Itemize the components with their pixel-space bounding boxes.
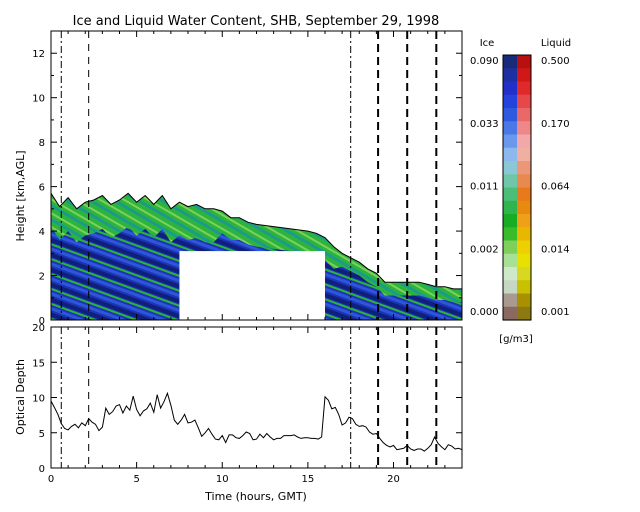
colorbar-liquid-swatch — [517, 240, 531, 255]
colorbar-ice-swatch — [503, 227, 517, 242]
colorbar-liquid-swatch — [517, 161, 531, 175]
colorbar-ice-swatch — [503, 134, 517, 149]
colorbar-ice-swatch — [503, 187, 517, 202]
colorbar-liquid-label: Liquid — [541, 38, 571, 49]
colorbar-units: [g/m3] — [499, 334, 533, 345]
colorbar-liquid-swatch — [517, 134, 531, 149]
colorbar-liquid-swatch — [517, 108, 531, 122]
top-panel-axes: 0 2 4 6 8 10 12 — [32, 31, 463, 327]
colorbar-liquid-swatch — [517, 293, 531, 308]
colorbar-liquid-swatch — [517, 68, 531, 83]
y-tick-label: 6 — [39, 183, 45, 194]
bottom-panel-frame — [50, 326, 463, 469]
colorbar-liquid-swatch — [517, 81, 531, 96]
colorbar-ice-label: Ice — [480, 38, 495, 49]
x-axis-label: Time (hours, GMT) — [204, 490, 307, 503]
colorbar-liquid-tick: 0.001 — [541, 307, 570, 318]
y-tick-label: 12 — [32, 49, 45, 60]
colorbar-ice-swatch — [503, 253, 517, 268]
colorbar-liquid-swatch — [517, 200, 531, 215]
colorbar-liquid-swatch — [517, 214, 531, 228]
colorbar-ice-swatch — [503, 174, 517, 189]
colorbar-ice-tick: 0.033 — [470, 119, 499, 130]
colorbar-liquid-tick: 0.014 — [541, 244, 570, 255]
colorbar-ice-tick: 0.090 — [470, 56, 499, 67]
y-tick-label: 20 — [32, 323, 45, 334]
colorbar-ice-swatch — [503, 121, 517, 136]
y-tick-label: 15 — [32, 358, 45, 369]
colorbar-ice-swatch — [503, 108, 517, 122]
water-content-panel — [51, 31, 462, 320]
colorbar: 0.090 0.500 0.033 0.170 0.011 0.064 0.002 0.014… — [470, 54, 570, 321]
y-tick-label: 8 — [39, 138, 45, 149]
colorbar-liquid-swatch — [517, 94, 531, 109]
optical-depth-panel — [51, 327, 462, 468]
y-tick-label: 10 — [32, 394, 45, 405]
colorbar-liquid-swatch — [517, 121, 531, 136]
colorbar-frame — [502, 54, 532, 321]
y-tick-label: 0 — [39, 464, 45, 475]
y-tick-label: 5 — [39, 429, 45, 440]
x-tick-label: 20 — [387, 474, 400, 485]
colorbar-ice-swatch — [503, 161, 517, 175]
chart-title: Ice and Liquid Water Content, SHB, Septe… — [73, 14, 440, 29]
bottom-y-axis-label: Optical Depth — [14, 359, 27, 435]
colorbar-liquid-swatch — [517, 267, 531, 281]
bottom-panel-axes: 0 5 10 15 20 0 5 10 15 20 — [32, 323, 463, 485]
colorbar-ice-swatch — [503, 293, 517, 308]
colorbar-ice-swatch — [503, 81, 517, 96]
y-tick-label: 0 — [39, 316, 45, 327]
colorbar-liquid-swatch — [517, 253, 531, 268]
colorbar-liquid-swatch — [517, 187, 531, 202]
colorbar-ice-swatch — [503, 68, 517, 83]
y-tick-label: 2 — [39, 272, 45, 283]
x-tick-label: 10 — [216, 474, 229, 485]
colorbar-liquid-tick: 0.064 — [541, 182, 570, 193]
x-tick-label: 0 — [48, 474, 54, 485]
colorbar-ice-tick: 0.002 — [470, 244, 499, 255]
colorbar-ice-swatch — [503, 267, 517, 281]
no-data-block — [179, 251, 325, 320]
cloud-top-outline — [51, 192, 462, 290]
colorbar-liquid-swatch — [517, 227, 531, 242]
colorbar-ice-swatch — [503, 94, 517, 109]
colorbar-ice-swatch — [503, 306, 517, 321]
colorbar-ice-swatch — [503, 214, 517, 228]
top-y-axis-label: Height [km,AGL] — [14, 150, 27, 241]
colorbar-ice-swatch — [503, 240, 517, 255]
colorbar-liquid-swatch — [517, 306, 531, 321]
y-tick-label: 10 — [32, 94, 45, 105]
colorbar-ice-swatch — [503, 147, 517, 162]
colorbar-ice-swatch — [503, 200, 517, 215]
colorbar-liquid-swatch — [517, 280, 531, 295]
colorbar-ice-tick: 0.011 — [470, 182, 499, 193]
colorbar-liquid-swatch — [517, 174, 531, 189]
colorbar-ice-swatch — [503, 55, 517, 69]
y-tick-label: 4 — [39, 227, 45, 238]
colorbar-liquid-swatch — [517, 147, 531, 162]
optical-depth-line — [51, 391, 462, 452]
colorbar-ice-tick: 0.000 — [470, 307, 499, 318]
colorbar-ice-swatch — [503, 280, 517, 295]
colorbar-liquid-swatch — [517, 55, 531, 69]
x-tick-label: 5 — [133, 474, 139, 485]
x-tick-label: 15 — [302, 474, 315, 485]
colorbar-liquid-tick: 0.170 — [541, 119, 570, 130]
colorbar-liquid-tick: 0.500 — [541, 56, 570, 67]
